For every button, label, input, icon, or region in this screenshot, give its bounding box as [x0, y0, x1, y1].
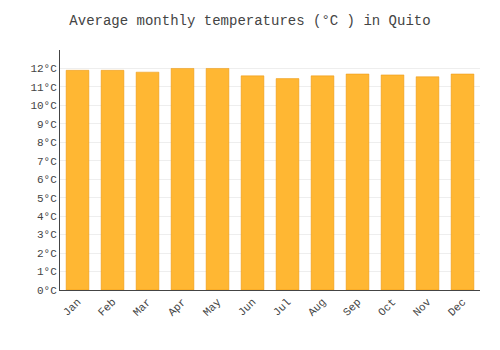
svg-text:Oct: Oct — [376, 296, 398, 318]
svg-text:6°C: 6°C — [37, 174, 57, 186]
svg-text:Nov: Nov — [411, 296, 434, 319]
svg-text:11°C: 11°C — [30, 82, 57, 94]
svg-text:Jan: Jan — [61, 296, 83, 318]
svg-text:9°C: 9°C — [37, 119, 57, 131]
svg-text:12°C: 12°C — [30, 63, 57, 75]
svg-text:3°C: 3°C — [37, 229, 57, 241]
svg-text:Feb: Feb — [96, 296, 118, 318]
svg-text:May: May — [201, 296, 224, 319]
svg-text:10°C: 10°C — [30, 100, 57, 112]
svg-text:8°C: 8°C — [37, 137, 57, 149]
svg-text:Sep: Sep — [341, 296, 363, 318]
svg-text:Dec: Dec — [446, 296, 468, 318]
svg-text:Apr: Apr — [166, 296, 188, 318]
svg-text:Average monthly temperatures (: Average monthly temperatures (°C ) in Qu… — [69, 13, 430, 29]
svg-text:Mar: Mar — [131, 296, 153, 318]
svg-text:4°C: 4°C — [37, 211, 57, 223]
svg-text:2°C: 2°C — [37, 248, 57, 260]
svg-text:5°C: 5°C — [37, 193, 57, 205]
svg-text:1°C: 1°C — [37, 266, 57, 278]
svg-text:7°C: 7°C — [37, 156, 57, 168]
svg-text:Jun: Jun — [236, 296, 258, 318]
svg-text:Aug: Aug — [306, 296, 328, 318]
svg-text:0°C: 0°C — [37, 285, 57, 297]
svg-text:Jul: Jul — [271, 296, 293, 318]
